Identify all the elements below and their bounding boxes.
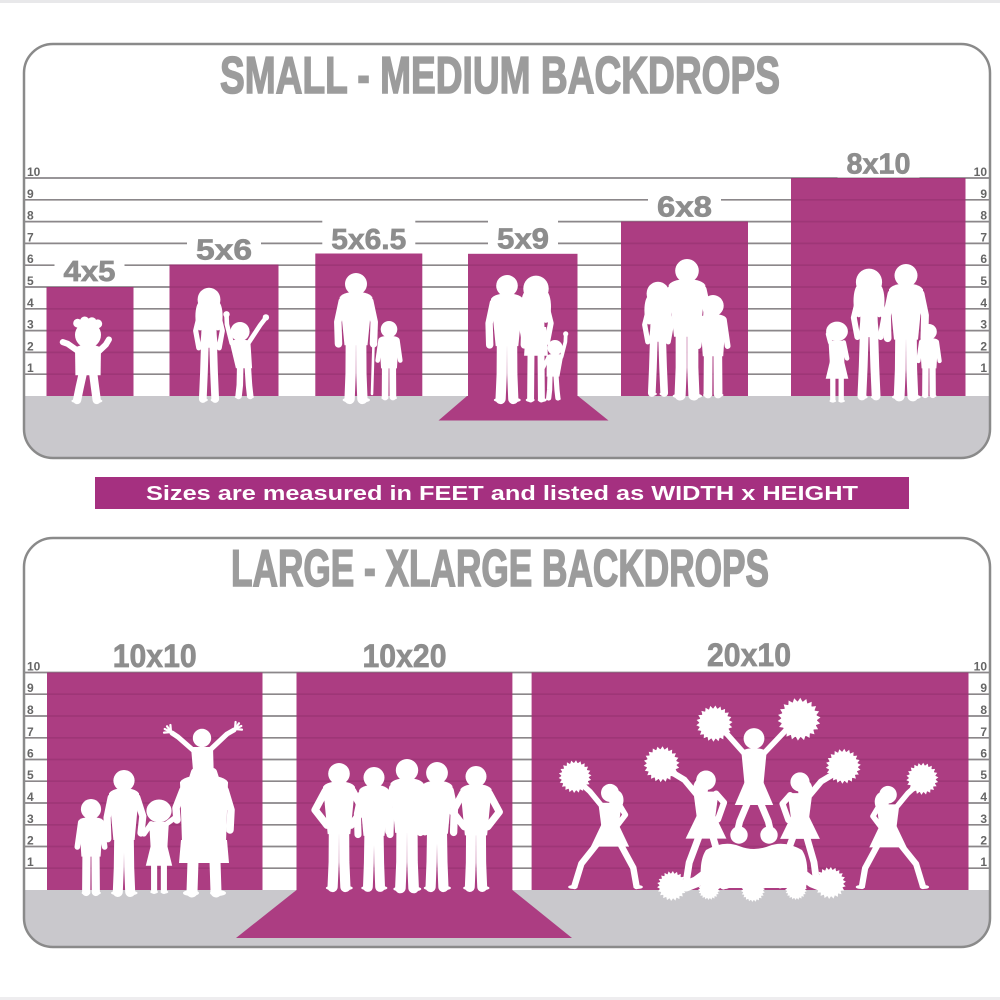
svg-text:9: 9 <box>980 187 987 201</box>
svg-text:7: 7 <box>980 230 987 244</box>
svg-text:4: 4 <box>980 790 987 804</box>
svg-text:6: 6 <box>980 252 987 266</box>
svg-text:2: 2 <box>980 339 987 353</box>
svg-text:9: 9 <box>27 187 34 201</box>
svg-text:1: 1 <box>27 361 34 375</box>
svg-text:5x9: 5x9 <box>497 224 549 256</box>
svg-text:8: 8 <box>27 209 34 223</box>
svg-text:10: 10 <box>974 660 988 674</box>
svg-text:3: 3 <box>27 812 34 826</box>
svg-text:SMALL - MEDIUM BACKDROPS: SMALL - MEDIUM BACKDROPS <box>220 47 780 105</box>
svg-text:5x6.5: 5x6.5 <box>331 224 406 256</box>
svg-text:8x10: 8x10 <box>847 149 911 181</box>
svg-text:7: 7 <box>980 725 987 739</box>
svg-text:1: 1 <box>980 361 987 375</box>
svg-text:9: 9 <box>980 681 987 695</box>
svg-text:2: 2 <box>27 339 34 353</box>
svg-text:4: 4 <box>980 296 987 310</box>
svg-text:3: 3 <box>980 318 987 332</box>
svg-text:LARGE - XLARGE BACKDROPS: LARGE - XLARGE BACKDROPS <box>231 540 769 598</box>
svg-text:10x20: 10x20 <box>363 638 447 674</box>
svg-text:8: 8 <box>27 703 34 717</box>
svg-text:7: 7 <box>27 230 34 244</box>
svg-text:7: 7 <box>27 725 34 739</box>
svg-text:3: 3 <box>27 318 34 332</box>
svg-text:4: 4 <box>27 790 34 804</box>
svg-text:1: 1 <box>980 855 987 869</box>
svg-text:6x8: 6x8 <box>657 192 712 224</box>
svg-text:2: 2 <box>27 834 34 848</box>
svg-text:10x10: 10x10 <box>113 638 197 674</box>
svg-text:2: 2 <box>980 834 987 848</box>
svg-text:5x6: 5x6 <box>196 235 252 267</box>
svg-text:6: 6 <box>980 747 987 761</box>
svg-text:8: 8 <box>980 703 987 717</box>
svg-text:20x10: 20x10 <box>707 637 791 673</box>
svg-text:Sizes are measured in FEET and: Sizes are measured in FEET and listed as… <box>146 483 858 505</box>
svg-text:5: 5 <box>980 274 987 288</box>
svg-text:5: 5 <box>980 768 987 782</box>
svg-text:4x5: 4x5 <box>64 256 116 288</box>
svg-text:6: 6 <box>27 252 34 266</box>
svg-text:8: 8 <box>980 209 987 223</box>
svg-text:9: 9 <box>27 681 34 695</box>
svg-text:5: 5 <box>27 768 34 782</box>
svg-text:3: 3 <box>980 812 987 826</box>
svg-text:10: 10 <box>27 660 41 674</box>
svg-text:10: 10 <box>27 165 41 179</box>
svg-text:5: 5 <box>27 274 34 288</box>
svg-text:1: 1 <box>27 855 34 869</box>
svg-text:10: 10 <box>974 165 988 179</box>
svg-text:4: 4 <box>27 296 34 310</box>
svg-text:6: 6 <box>27 747 34 761</box>
